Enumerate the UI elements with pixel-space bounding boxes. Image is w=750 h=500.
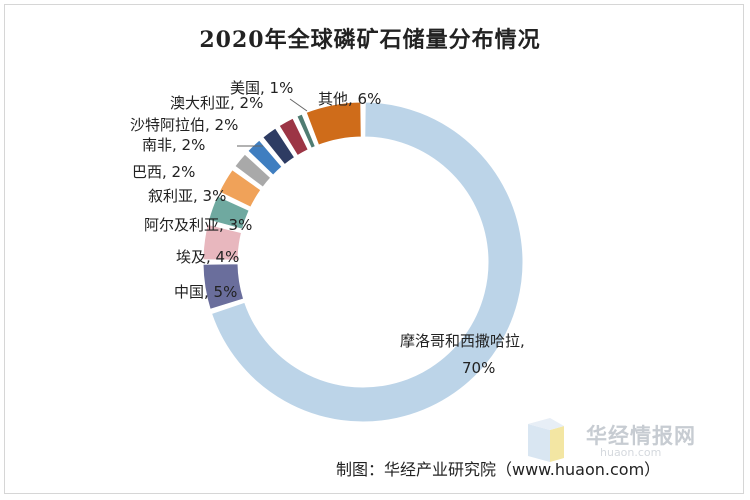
watermark-logo-icon <box>528 418 564 462</box>
watermark-subtext: huaon.com <box>600 446 662 459</box>
slice-label-摩洛哥和西撒哈拉: 摩洛哥和西撒哈拉, <box>400 332 525 350</box>
leader-line-美国 <box>289 98 308 112</box>
slice-沙特阿拉伯 <box>262 127 296 166</box>
chart-source-note: 制图：华经产业研究院（www.huaon.com） <box>336 460 661 479</box>
watermark: 华经情报网 huaon.com <box>520 416 740 466</box>
slice-中国 <box>202 263 245 310</box>
slice-澳大利亚 <box>278 117 309 157</box>
slice-阿尔及利亚 <box>207 195 250 230</box>
slice-value-摩洛哥和西撒哈拉: 70% <box>462 359 495 377</box>
chart-title: 2020年全球磷矿石储量分布情况 <box>199 27 541 53</box>
slice-label-南非: 南非, 2% <box>142 136 205 154</box>
slice-摩洛哥和西撒哈拉 <box>210 101 524 423</box>
slice-label-沙特阿拉伯: 沙特阿拉伯, 2% <box>130 116 238 134</box>
slice-label-叙利亚: 叙利亚, 3% <box>148 187 226 205</box>
slice-埃及 <box>202 223 243 261</box>
slice-label-美国: 美国, 1% <box>230 79 293 97</box>
slice-其他 <box>305 101 362 146</box>
watermark-text: 华经情报网 <box>586 424 696 448</box>
slice-label-澳大利亚: 澳大利亚, 2% <box>170 94 263 112</box>
slice-label-阿尔及利亚: 阿尔及利亚, 3% <box>144 216 252 234</box>
slice-巴西 <box>234 153 272 188</box>
slice-叙利亚 <box>218 169 262 208</box>
slice-美国 <box>296 113 317 149</box>
slice-label-巴西: 巴西, 2% <box>132 163 195 181</box>
slice-label-埃及: 埃及, 4% <box>176 248 239 266</box>
slice-label-其他: 其他, 6% <box>318 90 381 108</box>
slice-label-中国: 中国, 5% <box>174 283 237 301</box>
slice-南非 <box>247 139 283 176</box>
